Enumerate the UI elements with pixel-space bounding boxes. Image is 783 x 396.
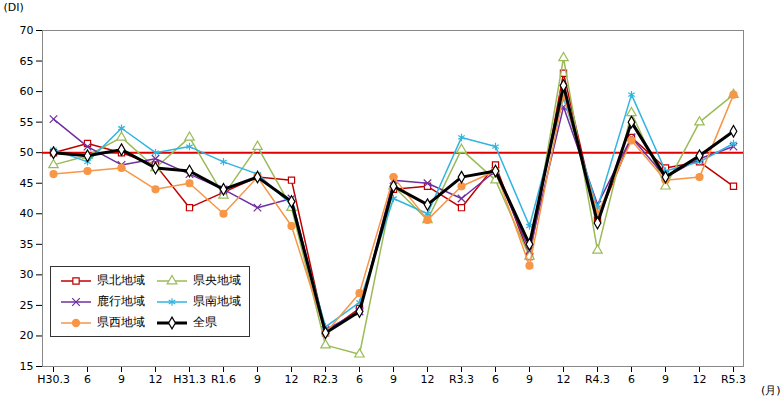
- svg-text:30: 30: [20, 268, 34, 281]
- svg-text:6: 6: [84, 373, 91, 386]
- svg-text:R2.3: R2.3: [313, 373, 338, 386]
- svg-text:60: 60: [20, 85, 34, 98]
- svg-text:R5.3: R5.3: [721, 373, 746, 386]
- svg-text:55: 55: [20, 116, 34, 129]
- svg-text:9: 9: [118, 373, 125, 386]
- svg-text:12: 12: [149, 373, 163, 386]
- svg-text:20: 20: [20, 329, 34, 342]
- svg-text:(月): (月): [761, 384, 781, 396]
- html-text:鹿行地域: 鹿行地域: [97, 294, 145, 308]
- html-text:全県: 全県: [193, 315, 217, 329]
- svg-text:12: 12: [285, 373, 299, 386]
- html-text:県西地域: 県西地域: [97, 315, 145, 329]
- svg-text:12: 12: [557, 373, 571, 386]
- svg-text:6: 6: [492, 373, 499, 386]
- svg-text:R3.3: R3.3: [449, 373, 474, 386]
- svg-text:6: 6: [628, 373, 635, 386]
- svg-text:45: 45: [20, 177, 34, 190]
- svg-text:25: 25: [20, 299, 34, 312]
- svg-text:12: 12: [421, 373, 435, 386]
- svg-text:R1.6: R1.6: [211, 373, 236, 386]
- svg-text:12: 12: [693, 373, 707, 386]
- html-text:県央地域: 県央地域: [193, 273, 241, 287]
- svg-text:65: 65: [20, 55, 34, 68]
- svg-text:H31.3: H31.3: [173, 373, 206, 386]
- svg-text:15: 15: [20, 360, 34, 373]
- svg-text:(DI): (DI): [4, 1, 24, 14]
- svg-text:40: 40: [20, 207, 34, 220]
- svg-text:9: 9: [390, 373, 397, 386]
- svg-text:9: 9: [254, 373, 261, 386]
- svg-text:50: 50: [20, 146, 34, 159]
- svg-text:6: 6: [356, 373, 363, 386]
- svg-text:9: 9: [662, 373, 669, 386]
- svg-text:70: 70: [20, 24, 34, 37]
- svg-text:35: 35: [20, 238, 34, 251]
- svg-text:R4.3: R4.3: [585, 373, 610, 386]
- html-text:県南地域: 県南地域: [193, 294, 241, 308]
- svg-text:H30.3: H30.3: [37, 373, 70, 386]
- html-text:県北地域: 県北地域: [97, 273, 145, 287]
- svg-text:9: 9: [526, 373, 533, 386]
